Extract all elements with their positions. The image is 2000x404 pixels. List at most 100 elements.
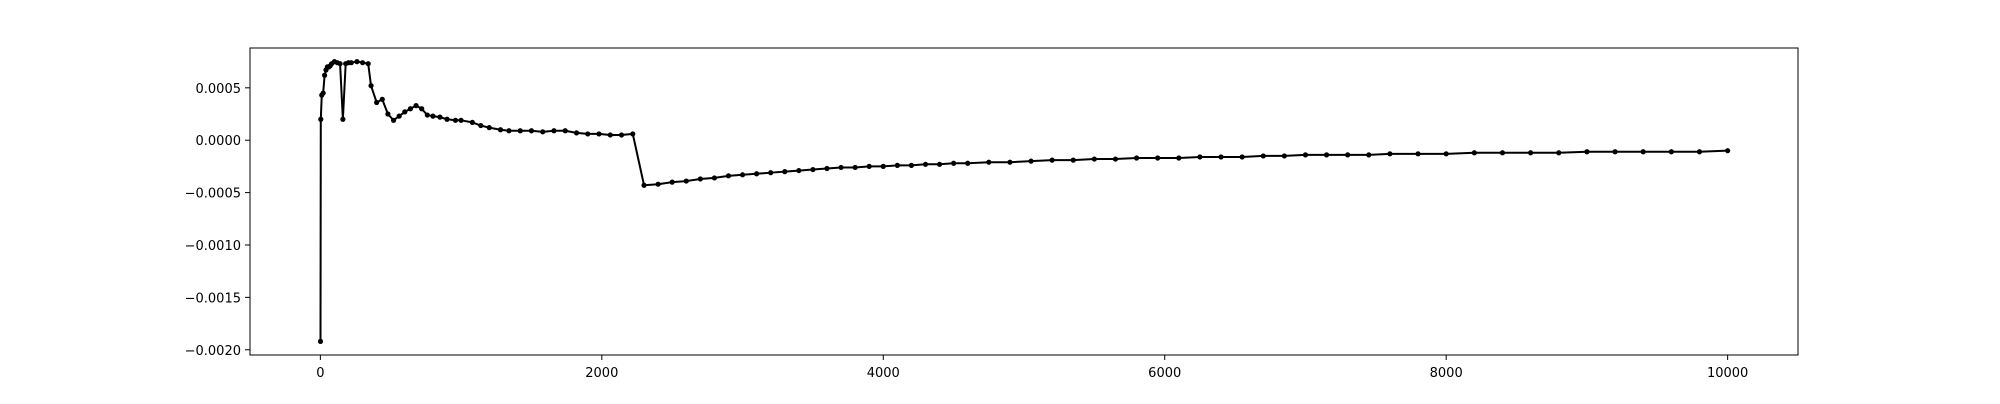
data-point — [320, 90, 326, 96]
data-point — [1239, 154, 1245, 160]
data-point — [618, 132, 625, 138]
plot-area — [250, 48, 1798, 355]
data-point — [551, 128, 557, 134]
data-point — [824, 165, 830, 172]
data-point — [986, 159, 992, 165]
data-point — [1302, 152, 1309, 158]
data-point — [1415, 151, 1421, 157]
data-point — [390, 117, 397, 123]
data-point — [1070, 157, 1076, 163]
data-point — [340, 116, 346, 122]
data-point — [506, 128, 512, 134]
data-point — [1725, 148, 1731, 154]
data-point — [337, 61, 343, 67]
y-tick-label: −0.0010 — [185, 239, 241, 254]
data-point — [1387, 151, 1393, 157]
data-point — [739, 172, 746, 178]
data-point — [607, 132, 613, 138]
data-point — [894, 162, 900, 168]
data-point — [562, 128, 568, 134]
data-point — [669, 179, 675, 185]
data-point — [908, 162, 915, 168]
data-point — [321, 72, 328, 78]
data-point — [469, 119, 475, 125]
data-point — [1584, 149, 1590, 155]
data-point — [683, 178, 689, 184]
data-point — [1612, 149, 1618, 155]
x-tick-label: 0 — [316, 366, 324, 381]
data-point — [1556, 150, 1562, 156]
data-point — [368, 83, 374, 89]
data-point — [697, 176, 703, 182]
y-tick-label: −0.0020 — [185, 344, 241, 359]
data-point — [936, 161, 943, 167]
data-point — [385, 111, 391, 117]
data-point — [1049, 157, 1055, 163]
data-point — [1640, 149, 1646, 155]
data-point — [486, 125, 492, 131]
data-point — [1176, 155, 1182, 161]
data-point — [1133, 155, 1140, 161]
data-point — [359, 60, 366, 66]
data-point — [517, 128, 523, 134]
series-layer — [317, 59, 1731, 344]
data-point — [1323, 152, 1330, 158]
y-tick-label: 0.0000 — [196, 134, 242, 149]
data-point — [810, 166, 816, 173]
data-point — [585, 131, 591, 137]
data-point — [354, 59, 360, 65]
y-axis: 0.0005 0.0000 −0.0005 −0.0010 −0.0015 −0.0020 — [185, 82, 250, 359]
data-point — [424, 112, 430, 118]
data-point — [1281, 153, 1287, 159]
data-point — [1197, 154, 1203, 160]
data-point — [965, 160, 971, 166]
data-point — [1366, 152, 1372, 158]
data-point — [573, 130, 580, 136]
y-tick-label: −0.0005 — [185, 187, 241, 202]
data-point — [1028, 158, 1034, 164]
data-point — [374, 99, 380, 106]
data-point — [655, 181, 661, 187]
data-point — [1668, 149, 1674, 155]
data-point — [419, 106, 425, 112]
data-point — [407, 106, 414, 112]
data-point — [365, 61, 371, 67]
data-point — [951, 160, 957, 166]
data-point — [1443, 151, 1449, 157]
data-point — [540, 129, 546, 135]
data-point — [1091, 156, 1097, 162]
data-point — [1155, 155, 1161, 161]
data-point — [444, 116, 450, 122]
data-point — [317, 338, 324, 344]
data-point — [1528, 150, 1534, 156]
x-tick-label: 10000 — [1707, 366, 1748, 381]
data-point — [838, 164, 844, 171]
y-tick-label: −0.0015 — [185, 291, 241, 306]
data-point — [318, 116, 324, 122]
data-point — [866, 163, 872, 169]
data-point — [768, 170, 774, 176]
data-point — [596, 131, 602, 137]
y-tick-label: 0.0005 — [196, 82, 242, 97]
data-point — [413, 103, 419, 109]
data-point — [478, 122, 484, 129]
data-point — [348, 60, 354, 66]
data-point — [528, 128, 535, 134]
x-tick-label: 6000 — [1148, 366, 1181, 381]
data-point — [852, 164, 858, 171]
data-point — [711, 175, 718, 181]
data-point — [754, 171, 760, 177]
data-point — [782, 169, 788, 175]
data-point — [1007, 159, 1013, 165]
data-point — [379, 96, 385, 102]
data-point — [796, 167, 802, 174]
data-point — [1471, 150, 1477, 156]
data-point — [430, 113, 436, 119]
data-point — [437, 114, 443, 120]
plot-frame — [249, 47, 1799, 356]
data-point — [880, 163, 886, 169]
x-tick-label: 2000 — [585, 366, 618, 381]
data-point — [1696, 149, 1703, 155]
data-point — [1112, 156, 1119, 162]
